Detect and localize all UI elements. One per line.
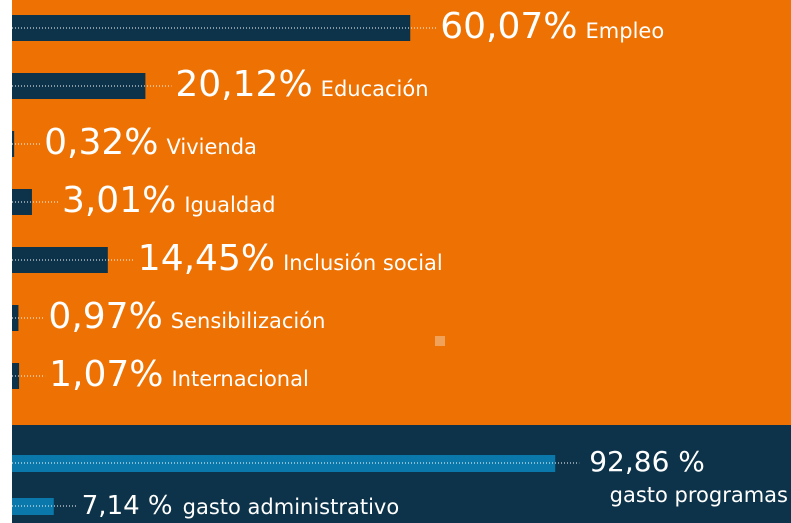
data-label: 20,12% Educación <box>175 64 428 105</box>
value-label: 7,14 % <box>82 491 173 521</box>
category-label: Vivienda <box>166 135 256 159</box>
category-label: gasto programas <box>610 483 788 507</box>
value-label: 92,86 % <box>589 445 705 478</box>
category-label: Igualdad <box>184 193 275 217</box>
bar <box>12 498 54 515</box>
data-label: 0,32% Vivienda <box>44 122 257 163</box>
value-label: 0,97% <box>48 296 162 337</box>
value-label: 3,01% <box>62 180 176 221</box>
bar <box>12 15 411 41</box>
orange-panel <box>12 0 791 425</box>
data-label: 3,01% Igualdad <box>62 180 275 221</box>
category-label: Internacional <box>171 367 308 391</box>
data-label: 0,97% Sensibilización <box>48 296 325 337</box>
data-label: 7,14 % gasto administrativo <box>82 491 399 521</box>
data-label: 1,07% Internacional <box>49 354 309 395</box>
value-label: 0,32% <box>44 122 158 163</box>
value-label: 60,07% <box>440 6 577 47</box>
category-label: gasto administrativo <box>183 495 400 519</box>
value-label: 14,45% <box>138 238 275 279</box>
navy-panel <box>12 425 791 523</box>
category-label: Educación <box>321 77 429 101</box>
value-label: 20,12% <box>175 64 312 105</box>
value-label: 1,07% <box>49 354 163 395</box>
bar <box>12 455 556 472</box>
data-label: 14,45% Inclusión social <box>138 238 443 279</box>
decor-square <box>435 336 445 346</box>
bar <box>12 131 15 157</box>
category-label: Sensibilización <box>171 309 326 333</box>
category-label: Empleo <box>586 19 665 43</box>
category-label: Inclusión social <box>283 251 443 275</box>
data-label: 60,07% Empleo <box>440 6 664 47</box>
